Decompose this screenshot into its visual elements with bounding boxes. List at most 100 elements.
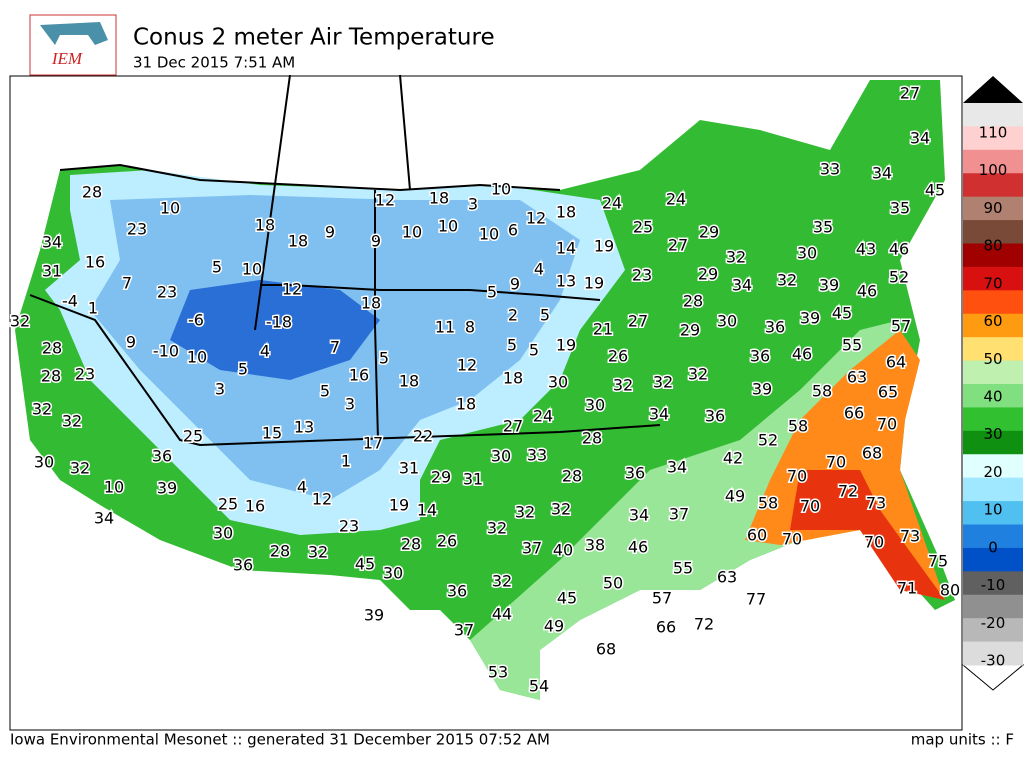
station-value: 32	[62, 412, 82, 431]
station-value: 31	[42, 262, 62, 281]
station-value: 9	[371, 232, 381, 251]
station-value: 32	[10, 312, 30, 331]
station-value: 36	[705, 407, 725, 426]
station-value: 32	[613, 376, 633, 395]
station-value: 15	[262, 424, 282, 443]
station-value: 31	[463, 470, 483, 489]
station-value: 21	[593, 320, 613, 339]
station-value: 18	[429, 189, 449, 208]
station-value: 70	[877, 415, 897, 434]
station-value: 58	[758, 494, 778, 513]
station-value: 26	[608, 347, 628, 366]
colorbar-swatch	[963, 618, 1023, 643]
station-value: 25	[633, 218, 653, 237]
colorbar-label: -20	[981, 614, 1006, 632]
station-value: 6	[508, 221, 518, 240]
station-value: 9	[510, 275, 520, 294]
station-value: 27	[668, 236, 688, 255]
logo-shape	[40, 22, 108, 45]
station-value: -10	[153, 342, 179, 361]
station-value: 9	[325, 223, 335, 242]
station-value: 32	[70, 459, 90, 478]
station-value: -18	[266, 313, 292, 332]
station-value: 30	[383, 564, 403, 583]
station-value: 37	[522, 539, 542, 558]
station-value: 29	[699, 223, 719, 242]
station-value: 36	[750, 347, 770, 366]
station-value: 57	[891, 317, 911, 336]
colorbar-swatch	[963, 454, 1023, 479]
station-value: 9	[126, 333, 136, 352]
colorbar-swatch	[963, 547, 1023, 572]
station-value: 30	[491, 447, 511, 466]
station-value: 10	[491, 180, 511, 199]
station-value: 68	[862, 444, 882, 463]
station-value: 57	[652, 589, 672, 608]
station-value: 72	[838, 482, 858, 501]
colorbar-top	[963, 76, 1023, 103]
station-value: 19	[556, 336, 576, 355]
station-value: 58	[788, 417, 808, 436]
borders	[29, 74, 661, 447]
station-value: 52	[889, 268, 909, 287]
station-value: 26	[437, 532, 457, 551]
border-line	[29, 294, 661, 447]
station-value: 18	[503, 369, 523, 388]
station-value: 66	[656, 618, 676, 637]
station-value: 73	[866, 494, 886, 513]
station-value: 37	[454, 621, 474, 640]
footer-left: Iowa Environmental Mesonet :: generated …	[10, 731, 550, 749]
station-value: 34	[649, 405, 669, 424]
station-value: 5	[320, 382, 330, 401]
station-value: 5	[379, 349, 389, 368]
station-value: 32	[551, 500, 571, 519]
station-value: 24	[533, 407, 553, 426]
logo-text: IEM	[51, 49, 83, 68]
station-value: 4	[260, 342, 270, 361]
border-line	[374, 190, 379, 441]
station-value: 30	[717, 312, 737, 331]
station-value: 3	[345, 395, 355, 414]
station-value: 18	[456, 395, 476, 414]
station-value: 63	[717, 568, 737, 587]
station-value: 28	[683, 292, 703, 311]
colorbar-label: 40	[983, 388, 1002, 406]
station-value: 38	[585, 536, 605, 555]
station-value: 2	[508, 306, 518, 325]
station-value: 30	[548, 373, 568, 392]
station-value: 29	[698, 265, 718, 284]
station-value: 3	[468, 195, 478, 214]
station-value: 10	[479, 225, 499, 244]
colorbar-swatch	[963, 384, 1023, 408]
station-value: 13	[294, 418, 314, 437]
station-value: 1	[341, 452, 351, 471]
colorbar-swatch	[963, 243, 1023, 268]
colorbar-label: 20	[983, 463, 1002, 481]
station-value: 75	[928, 552, 948, 571]
station-value: 23	[339, 517, 359, 536]
colorbar-label: -30	[981, 652, 1006, 670]
station-value: 27	[900, 84, 920, 103]
station-value: 12	[457, 356, 477, 375]
station-value: 32	[777, 271, 797, 290]
colorbar-swatch	[963, 524, 1023, 549]
station-value: 28	[42, 339, 62, 358]
station-value: -4	[62, 292, 78, 311]
colorbar-swatch	[963, 641, 1023, 666]
colorbar-swatch	[963, 290, 1023, 315]
station-value: -6	[188, 311, 204, 330]
station-value: 66	[844, 404, 864, 423]
station-value: 39	[752, 380, 772, 399]
station-value: 72	[694, 615, 714, 634]
station-value: 23	[75, 365, 95, 384]
station-value: 45	[355, 555, 375, 574]
colorbar-swatch	[963, 196, 1023, 221]
station-value: 36	[625, 464, 645, 483]
station-value: 28	[270, 542, 290, 561]
station-value: 65	[878, 383, 898, 402]
station-value: 55	[842, 336, 862, 355]
colorbar-swatch	[963, 477, 1023, 502]
station-value: 39	[800, 309, 820, 328]
station-value: 34	[667, 458, 687, 477]
